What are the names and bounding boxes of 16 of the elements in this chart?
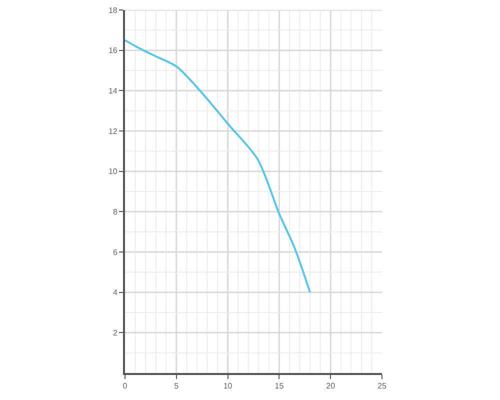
y-tick-label: 10	[108, 167, 118, 176]
y-tick-label: 16	[108, 46, 118, 56]
y-tick-label: 6	[112, 248, 118, 257]
x-tick-label: 20	[326, 382, 336, 391]
y-tick-label: 12	[108, 126, 118, 136]
x-tick-label: 15	[274, 382, 284, 391]
line-series	[125, 39, 312, 294]
y-tick-label: 18	[108, 6, 118, 15]
y-tick-label: 2	[112, 328, 118, 338]
x-tick-label: 0	[122, 382, 128, 391]
y-tick-label: 14	[108, 86, 118, 96]
y-tick-label: 8	[112, 207, 118, 216]
x-tick-label: 25	[378, 382, 387, 391]
y-tick-label: 4	[112, 288, 118, 298]
x-tick-label: 5	[174, 382, 180, 391]
x-tick-label: 10	[223, 382, 233, 391]
